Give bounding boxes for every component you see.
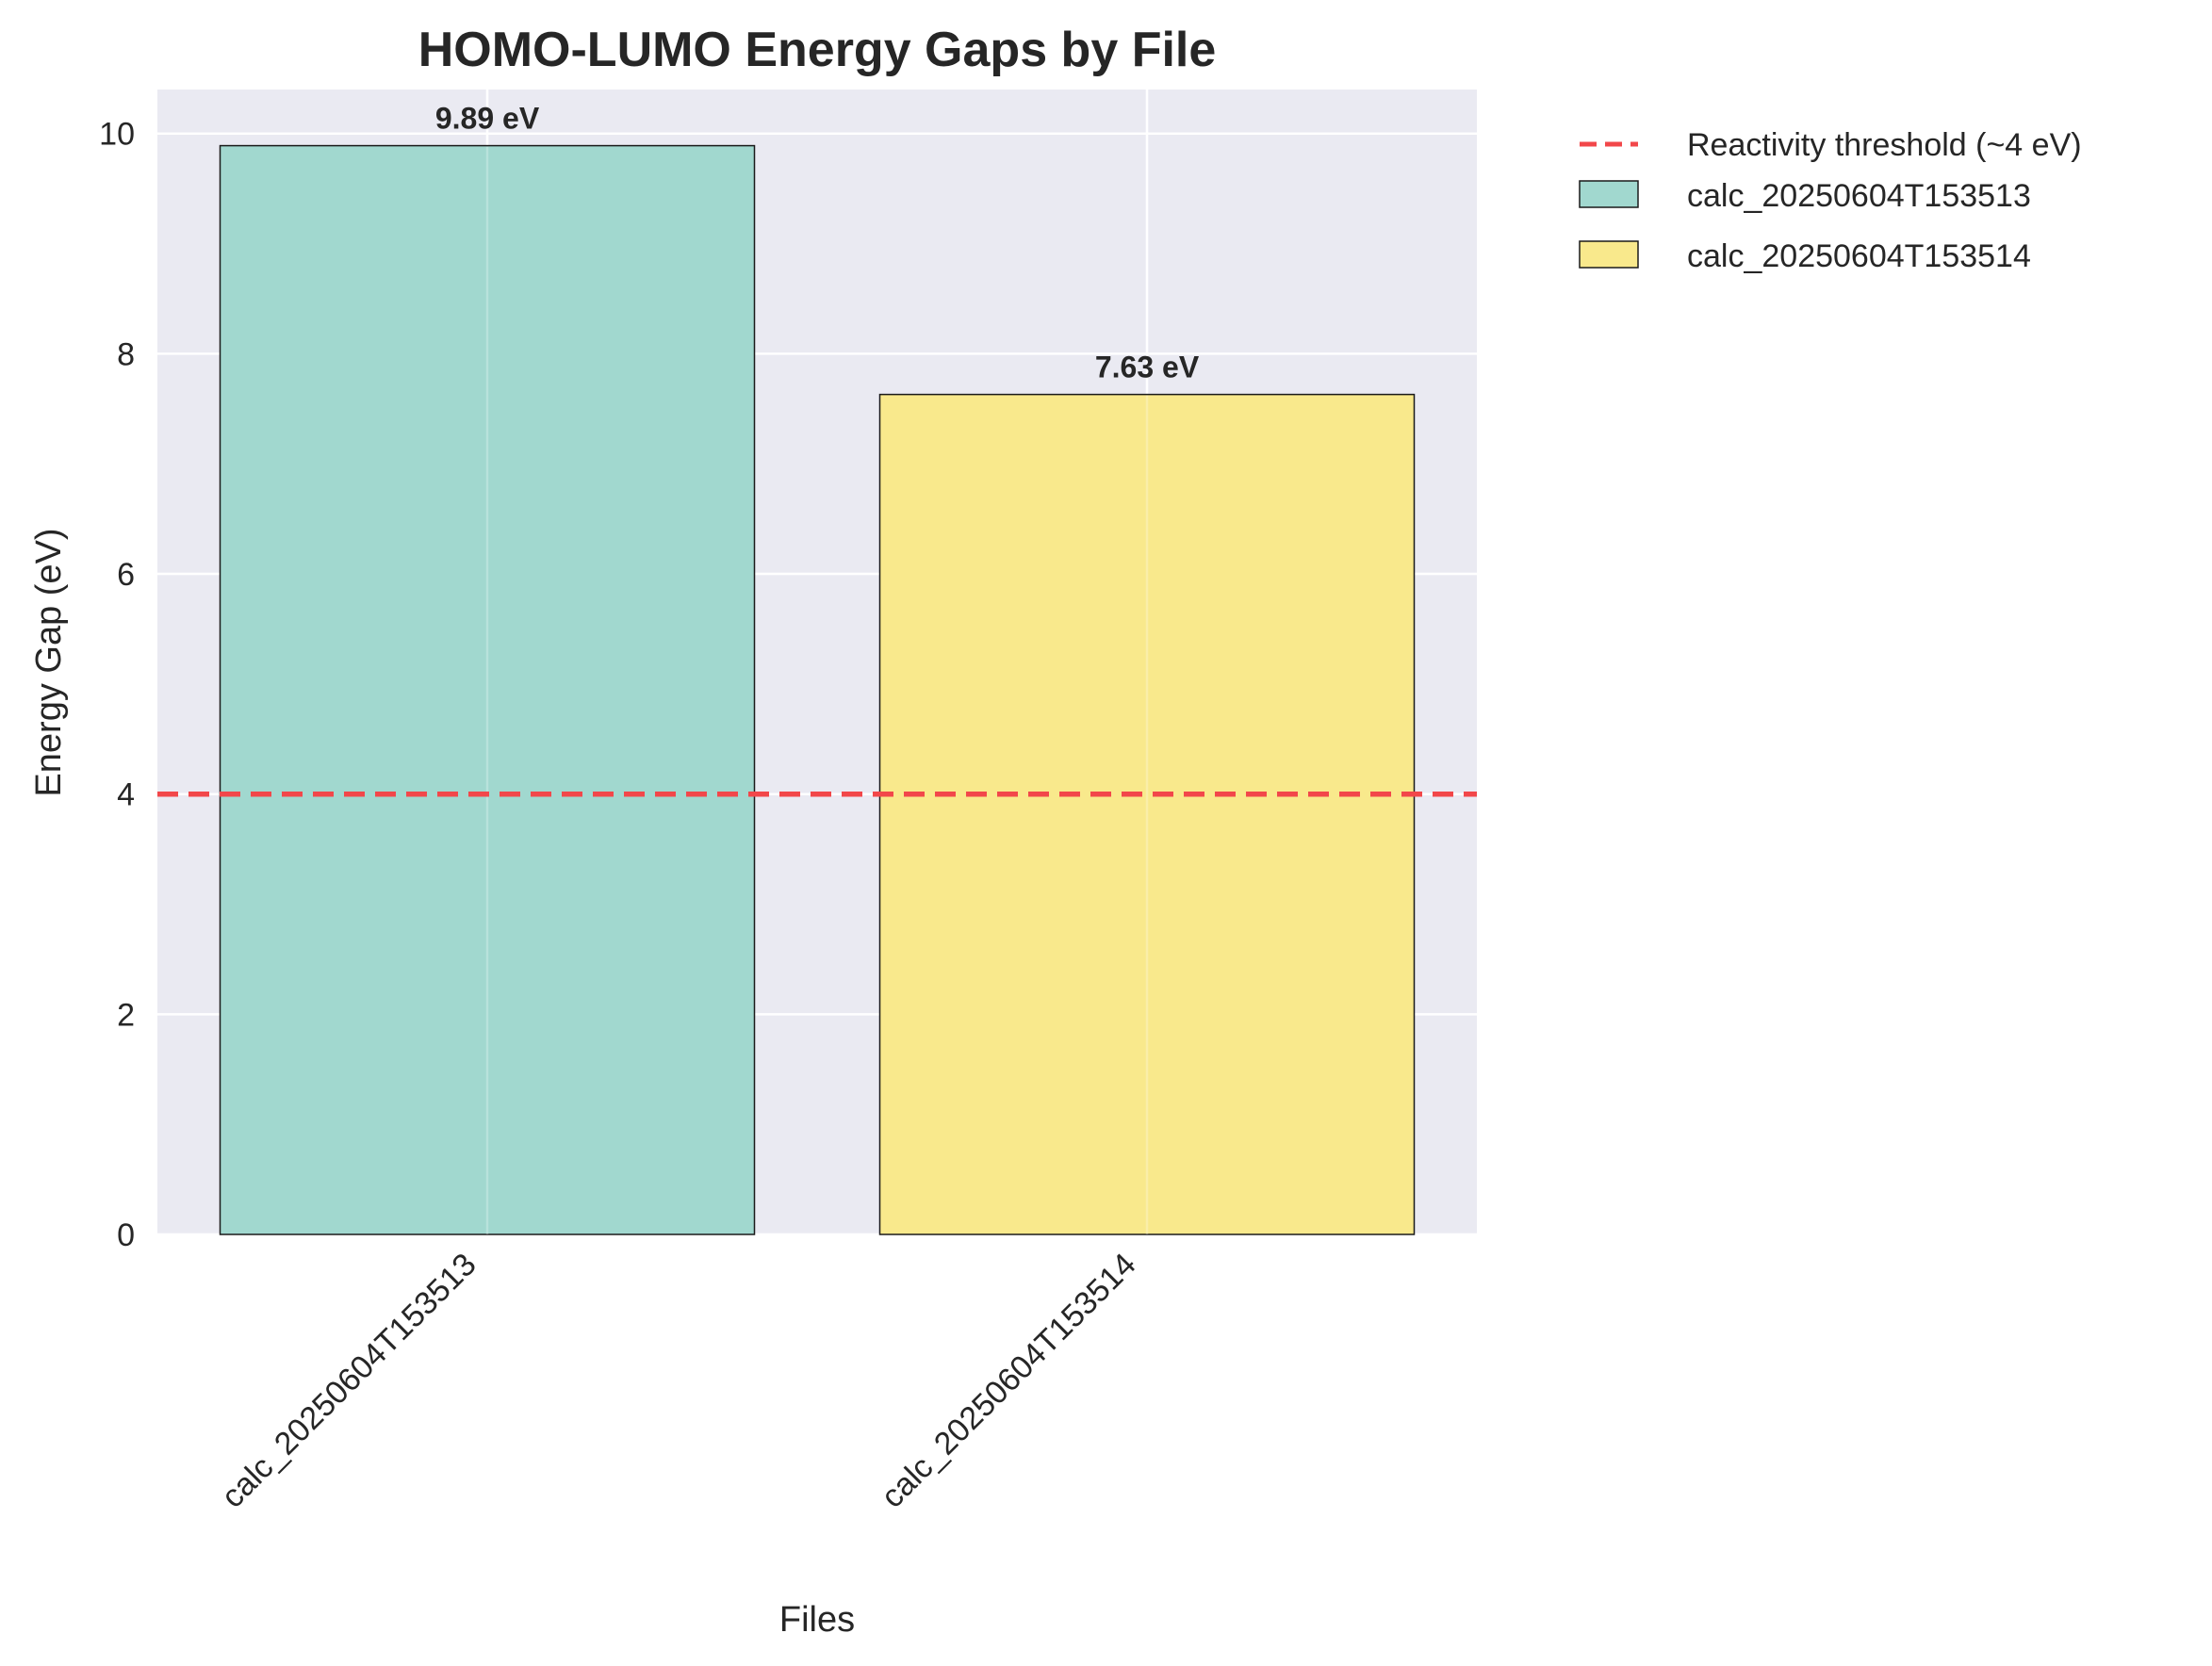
y-tick-label-4: 8	[117, 336, 135, 372]
bars	[219, 144, 1416, 1235]
x-axis-ticks: calc_20250604T153513 calc_20250604T153514	[215, 1247, 1143, 1515]
legend-series-1-label: calc_20250604T153513	[1687, 178, 2031, 214]
legend-threshold-label: Reactivity threshold (~4 eV)	[1687, 127, 2082, 163]
x-tick-label-1: calc_20250604T153513	[215, 1247, 483, 1515]
data-label-2: 7.63 eV	[1095, 351, 1200, 384]
y-tick-label-5: 10	[99, 117, 135, 153]
y-tick-label-2: 4	[117, 777, 135, 813]
chart-title: HOMO-LUMO Energy Gaps by File	[418, 23, 1217, 77]
y-tick-label-1: 2	[117, 997, 135, 1033]
legend-series-1-swatch	[1579, 180, 1639, 208]
legend-series-2-label: calc_20250604T153514	[1687, 238, 2031, 274]
x-tick-label-2: calc_20250604T153514	[875, 1247, 1143, 1515]
data-labels: 9.89 eV 7.63 eV	[435, 102, 1200, 384]
x-axis-label: Files	[779, 1600, 855, 1640]
y-axis-label: Energy Gap (eV)	[29, 528, 69, 796]
y-tick-label-0: 0	[117, 1217, 135, 1253]
legend-series-2-swatch	[1579, 240, 1639, 269]
bar-1	[219, 144, 756, 1235]
legend: Reactivity threshold (~4 eV) calc_202506…	[1579, 127, 2082, 274]
data-label-1: 9.89 eV	[435, 102, 540, 136]
y-tick-label-3: 6	[117, 557, 135, 593]
y-axis-ticks: 0 2 4 6 8 10	[99, 117, 135, 1253]
bar-2	[878, 393, 1416, 1235]
